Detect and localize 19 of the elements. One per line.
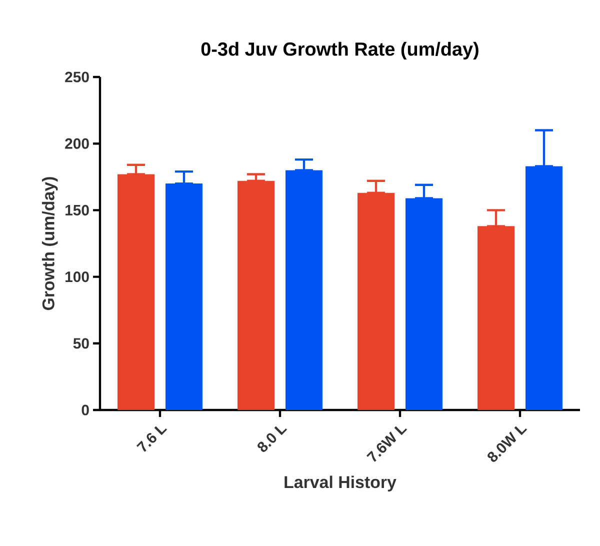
bar xyxy=(406,198,443,410)
y-axis-title: Growth (um/day) xyxy=(42,177,58,310)
bar xyxy=(358,192,395,410)
y-tick-label: 50 xyxy=(73,338,89,349)
y-tick-label: 0 xyxy=(82,404,89,416)
bar xyxy=(118,174,154,410)
y-tick-label: 100 xyxy=(66,272,89,282)
bar xyxy=(526,166,563,410)
x-axis-title: Larval History xyxy=(284,476,396,492)
bar xyxy=(238,180,275,410)
y-tick-label: 250 xyxy=(65,72,89,82)
y-tick-label: 200 xyxy=(65,138,89,149)
x-tick-label: 8.0 L xyxy=(258,426,288,452)
y-tick-label: 150 xyxy=(66,204,89,216)
bar xyxy=(478,226,515,410)
x-tick-label: 7.6 L xyxy=(136,426,168,452)
chart-title: 0-3d Juv Growth Rate (um/day) xyxy=(201,42,478,60)
bar xyxy=(166,184,203,410)
bar xyxy=(286,170,323,410)
